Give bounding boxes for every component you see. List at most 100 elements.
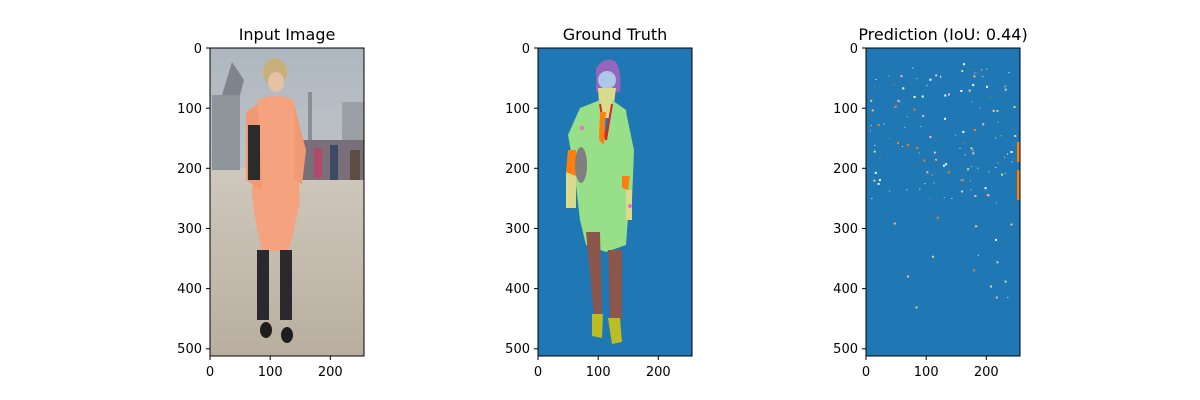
- speckle: [1014, 106, 1016, 108]
- speckle: [934, 183, 935, 184]
- speckle: [998, 122, 999, 123]
- panel-title: Input Image: [239, 25, 336, 44]
- speckle: [871, 198, 872, 199]
- speckle: [963, 63, 965, 65]
- y-tick-label: 100: [833, 102, 858, 117]
- speckle: [907, 144, 909, 146]
- speckle: [874, 151, 876, 153]
- speckle: [878, 124, 880, 126]
- speckle: [1005, 89, 1007, 91]
- speckle: [902, 87, 904, 89]
- speckle: [895, 106, 897, 108]
- speckle: [979, 108, 980, 109]
- speckle: [901, 75, 903, 77]
- speckle: [986, 86, 988, 88]
- speckle: [929, 198, 930, 199]
- y-tick-label: 0: [194, 42, 202, 57]
- speckle: [889, 191, 890, 192]
- speckle: [914, 96, 916, 98]
- speckle: [948, 94, 950, 96]
- speckle: [1004, 157, 1005, 158]
- speckle: [904, 127, 905, 128]
- speckle: [927, 85, 928, 86]
- x-tick-label: 200: [646, 365, 671, 380]
- speckle: [1005, 85, 1006, 86]
- speckle: [871, 125, 872, 126]
- speckle: [906, 189, 907, 190]
- speckle: [916, 147, 918, 149]
- speckle: [960, 148, 961, 149]
- speckle: [940, 77, 941, 78]
- speckle: [1011, 161, 1012, 162]
- speckle: [963, 143, 964, 144]
- x-axis: 0 100 200: [534, 356, 671, 380]
- speckle: [989, 171, 990, 172]
- speckle: [973, 69, 974, 70]
- speckle: [955, 135, 956, 136]
- speckle: [974, 129, 976, 131]
- speckle: [996, 297, 998, 299]
- speckle: [995, 167, 996, 168]
- speckle: [919, 152, 920, 153]
- y-tick-label: 300: [505, 222, 530, 237]
- speckle: [977, 168, 978, 169]
- speckle: [870, 130, 871, 131]
- y-tick-label: 0: [522, 42, 530, 57]
- speckle: [970, 180, 971, 181]
- speckle: [919, 189, 920, 190]
- speckle: [929, 79, 931, 81]
- y-tick-label: 400: [177, 282, 202, 297]
- speckle: [944, 95, 946, 97]
- speckle: [972, 84, 974, 86]
- speckle: [888, 75, 889, 76]
- speckle: [962, 131, 964, 133]
- speckle: [986, 69, 987, 70]
- speckle: [996, 202, 997, 203]
- x-tick-label: 0: [534, 365, 542, 380]
- speckle: [872, 109, 874, 111]
- speckle: [969, 90, 971, 92]
- speckle: [883, 124, 884, 125]
- speckle: [894, 84, 895, 85]
- speckle: [973, 269, 975, 271]
- speckle: [874, 86, 875, 87]
- x-tick-label: 100: [914, 365, 939, 380]
- speckle: [967, 168, 969, 170]
- speckle: [975, 225, 977, 227]
- speckle: [997, 261, 999, 263]
- speckle: [971, 101, 972, 102]
- x-tick-label: 200: [974, 365, 999, 380]
- speckle: [1001, 135, 1002, 136]
- speckle: [1007, 297, 1008, 298]
- speckle: [875, 172, 877, 174]
- speckle: [995, 239, 997, 241]
- panel-input-image: Input Image: [177, 25, 364, 380]
- speckle: [960, 90, 962, 92]
- speckle: [995, 138, 996, 139]
- speckle: [902, 146, 903, 147]
- panel-title: Ground Truth: [563, 25, 668, 44]
- panel-title: Prediction (IoU: 0.44): [858, 25, 1027, 44]
- speckle: [897, 100, 899, 102]
- speckle: [970, 189, 971, 190]
- speckle: [998, 162, 999, 163]
- prediction-mask: [866, 48, 1020, 356]
- speckle: [990, 286, 992, 288]
- y-tick-label: 200: [505, 162, 530, 177]
- speckle: [916, 78, 917, 79]
- speckle: [974, 195, 976, 197]
- speckle: [971, 147, 973, 149]
- speckle: [914, 109, 916, 111]
- speckle: [961, 180, 962, 181]
- y-tick-label: 300: [833, 222, 858, 237]
- speckle: [878, 183, 880, 185]
- speckle: [982, 123, 984, 125]
- speckle: [920, 126, 921, 127]
- speckle: [996, 110, 998, 112]
- y-tick-label: 300: [177, 222, 202, 237]
- speckle: [971, 166, 972, 167]
- speckle: [889, 138, 890, 139]
- speckle: [932, 175, 933, 176]
- y-tick-label: 100: [505, 102, 530, 117]
